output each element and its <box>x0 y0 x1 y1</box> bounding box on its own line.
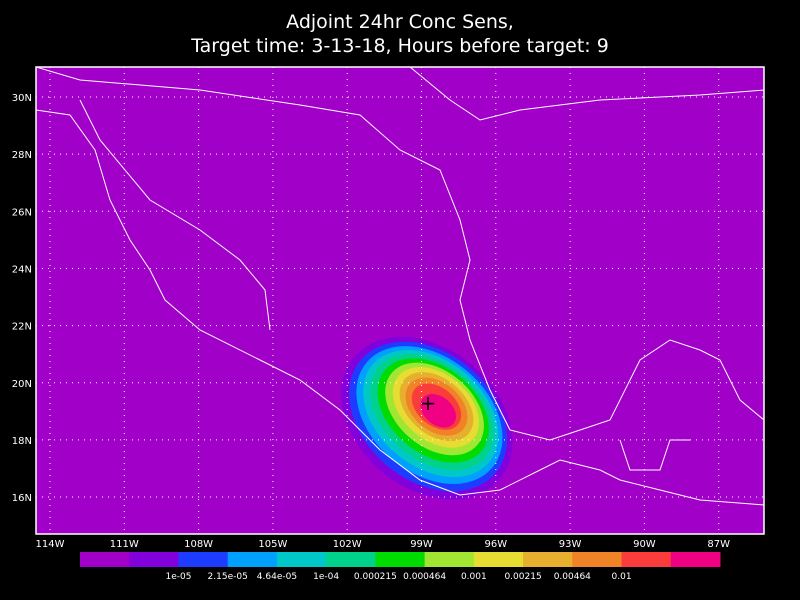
lon-label: 111W <box>110 539 139 550</box>
lon-label: 90W <box>633 539 656 550</box>
axis-labels: 30N 28N 26N 24N 22N 20N 18N 16N 114W 111W 108W 105W… <box>12 93 730 550</box>
lon-label: 87W <box>707 539 730 550</box>
colorbar-label: 0.000464 <box>403 572 446 582</box>
lat-label: 24N <box>12 264 32 275</box>
lat-label: 16N <box>12 493 32 504</box>
lon-label: 102W <box>333 539 362 550</box>
colorbar-swatch <box>375 552 426 567</box>
lon-label: 96W <box>484 539 507 550</box>
map-frame <box>35 66 765 535</box>
colorbar-label: 1e-04 <box>313 572 339 582</box>
lon-label: 105W <box>258 539 287 550</box>
map: + <box>36 67 764 534</box>
colorbar-label: 2.15e-05 <box>208 572 248 582</box>
colorbar-label: 0.00464 <box>554 572 591 582</box>
colorbar-swatch <box>80 552 130 567</box>
colorbar: 1e-05 2.15e-05 4.64e-05 1e-04 0.000215 0.0004… <box>80 552 721 582</box>
colorbar-label: 0.001 <box>461 572 487 582</box>
colorbar-label: 4.64e-05 <box>257 572 297 582</box>
colorbar-swatch <box>129 552 179 567</box>
colorbar-swatch <box>424 552 475 567</box>
colorbar-swatch <box>326 552 376 567</box>
colorbar-swatch <box>572 552 623 567</box>
lon-label: 93W <box>559 539 582 550</box>
title: Adjoint 24hr Conc Sens, <box>286 11 514 33</box>
lat-label: 22N <box>12 322 32 333</box>
lat-label: 28N <box>12 150 32 161</box>
colorbar-swatch <box>670 552 721 567</box>
colorbar-swatch <box>621 552 672 567</box>
colorbar-label: 0.01 <box>612 572 632 582</box>
lon-label: 114W <box>36 539 65 550</box>
lat-label: 30N <box>12 93 32 104</box>
colorbar-swatch <box>473 552 524 567</box>
colorbar-label: 0.00215 <box>504 572 541 582</box>
lat-label: 26N <box>12 207 32 218</box>
graticule <box>36 67 764 534</box>
colorbar-label: 1e-05 <box>165 572 191 582</box>
colorbar-label: 0.000215 <box>354 572 397 582</box>
lon-label: 108W <box>184 539 213 550</box>
lon-label: 99W <box>410 539 433 550</box>
colorbar-swatch <box>178 552 229 567</box>
coastlines <box>36 67 764 506</box>
colorbar-swatch <box>523 552 573 567</box>
lat-label: 18N <box>12 436 32 447</box>
target-marker: + <box>420 391 437 415</box>
colorbar-swatch <box>227 552 278 567</box>
colorbar-swatch <box>276 552 327 567</box>
lat-label: 20N <box>12 379 32 390</box>
title: Target time: 3-13-18, Hours before targe… <box>190 35 609 57</box>
